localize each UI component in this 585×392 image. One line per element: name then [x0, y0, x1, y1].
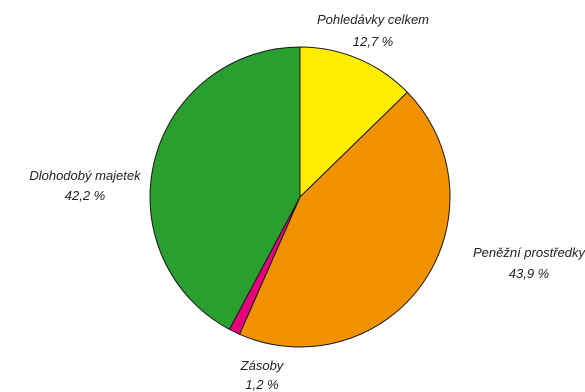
slice-label-penezni-prostredky: Peněžní prostředky — [473, 245, 585, 260]
slice-label-pohledavky: Pohledávky celkem — [317, 12, 429, 27]
slice-value-penezni-prostredky: 43,9 % — [509, 266, 549, 281]
slice-value-zasoby: 1,2 % — [245, 377, 278, 392]
pie-slice-dlohodoby-majetek — [149, 46, 301, 330]
slice-label-dlouhodoby-majetek: Dlohodobý majetek — [29, 168, 142, 183]
pie-slices — [149, 46, 451, 348]
slice-label-zasoby: Zásoby — [240, 358, 285, 373]
pie-slice-penezni-prostredky — [239, 91, 451, 348]
slice-value-dlouhodoby-majetek: 42,2 % — [65, 188, 105, 203]
slice-value-pohledavky: 12,7 % — [353, 34, 393, 49]
pie-labels: Pohledávky celkem 12,7 % Peněžní prostře… — [29, 12, 585, 392]
pie-slice-pohledavky-celkem — [299, 46, 408, 198]
